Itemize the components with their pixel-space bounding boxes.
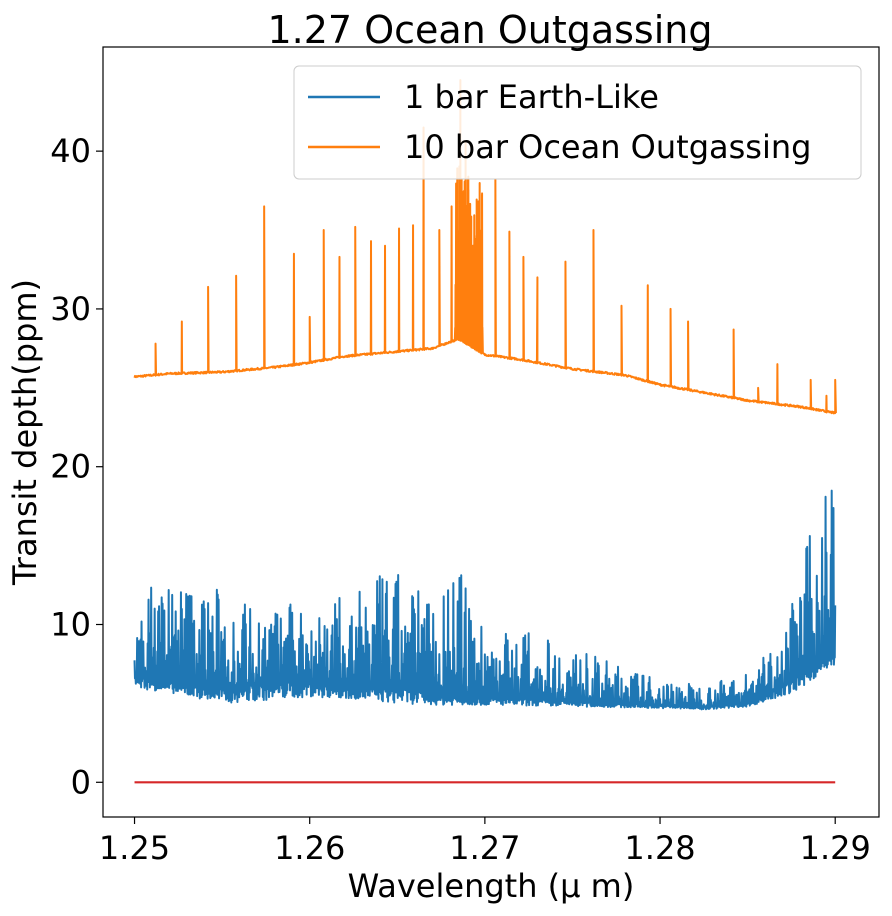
x-tick-label: 1.28 [624, 829, 695, 867]
legend-box [293, 65, 862, 180]
legend: 1 bar Earth-Like 10 bar Ocean Outgassing [293, 65, 862, 180]
y-tick-label: 40 [50, 132, 91, 170]
y-tick-label: 20 [50, 448, 91, 486]
y-tick-label: 30 [50, 290, 91, 328]
series-ocean-outgassing-line [133, 79, 837, 415]
series-earth-like-line [133, 489, 837, 711]
series-layer [133, 79, 837, 784]
y-axis-label: Transit depth(ppm) [6, 279, 44, 586]
x-axis-label: Wavelength (μ m) [348, 867, 635, 905]
plot-area [102, 46, 880, 818]
legend-label-earth-like: 1 bar Earth-Like [404, 78, 659, 116]
x-tick-label: 1.26 [274, 829, 345, 867]
y-tick-label: 0 [71, 763, 91, 801]
legend-label-ocean-outgassing: 10 bar Ocean Outgassing [404, 128, 811, 166]
x-tick-label: 1.27 [449, 829, 520, 867]
chart-title: 1.27 Ocean Outgassing [268, 8, 713, 52]
x-tick-label: 1.29 [800, 829, 871, 867]
x-tick-label: 1.25 [99, 829, 170, 867]
y-tick-label: 10 [50, 606, 91, 644]
x-axis-ticks: 1.25 1.26 1.27 1.28 1.29 [99, 817, 871, 867]
plot-frame [102, 46, 880, 818]
y-axis-ticks: 0 10 20 30 40 [50, 132, 103, 801]
